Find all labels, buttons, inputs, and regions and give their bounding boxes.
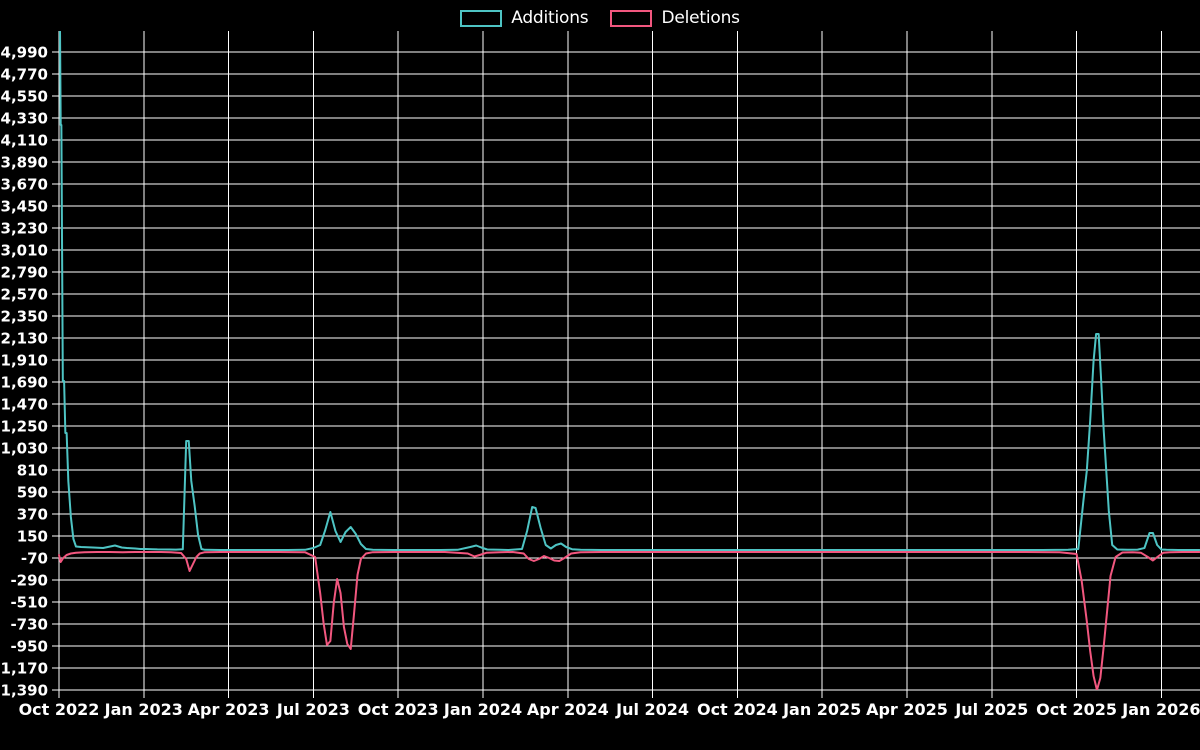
- x-axis-label: Jan 2025: [782, 700, 861, 719]
- y-axis-label: 590: [17, 484, 48, 502]
- series-line-deletions: [58, 551, 1200, 690]
- y-axis-label: 4,110: [1, 132, 48, 150]
- y-axis-label: -1,390: [0, 682, 48, 700]
- x-axis-tick-labels: Oct 2022 Jan 2023 Apr 2023 Jul 2023 Oct 2023…: [19, 700, 1200, 719]
- y-axis-label: 3,890: [1, 154, 48, 172]
- y-gridlines: [52, 51, 1200, 691]
- x-axis-label: Oct 2023: [358, 700, 439, 719]
- y-axis-label: -290: [10, 572, 48, 590]
- x-axis-label: Jul 2024: [615, 700, 689, 719]
- y-axis-label: 2,130: [1, 330, 48, 348]
- y-axis-label: 4,770: [1, 66, 48, 84]
- x-axis-label: Apr 2025: [866, 700, 948, 719]
- y-axis-label: 4,550: [1, 88, 48, 106]
- x-axis-label: Oct 2024: [697, 700, 778, 719]
- x-axis-label: Apr 2023: [188, 700, 270, 719]
- y-axis-label: 4,330: [1, 110, 48, 128]
- y-axis-label: 1,470: [1, 396, 48, 414]
- y-axis-label: -510: [10, 594, 48, 612]
- y-axis-label: -70: [21, 550, 48, 568]
- y-axis-label: -950: [10, 638, 48, 656]
- x-axis-label: Jul 2023: [276, 700, 350, 719]
- x-axis-label: Jan 2026: [1121, 700, 1200, 719]
- y-axis-label: 1,910: [1, 352, 48, 370]
- series-paths: [58, 31, 1200, 690]
- x-axis-label: Apr 2024: [527, 700, 609, 719]
- y-axis-label: 4,990: [1, 44, 48, 62]
- y-axis-label: -1,170: [0, 660, 48, 678]
- y-axis-label: 1,030: [1, 440, 48, 458]
- y-axis-label: 3,010: [1, 242, 48, 260]
- y-axis-label: 3,670: [1, 176, 48, 194]
- x-axis-label: Oct 2025: [1036, 700, 1117, 719]
- y-axis-label: 3,230: [1, 220, 48, 238]
- y-axis-label: 2,790: [1, 264, 48, 282]
- x-axis-label: Jan 2023: [104, 700, 183, 719]
- y-axis-label: 150: [17, 528, 48, 546]
- series-line-additions: [58, 31, 1200, 551]
- y-axis-label: -730: [10, 616, 48, 634]
- x-axis-label: Jul 2025: [954, 700, 1028, 719]
- y-axis-label: 3,450: [1, 198, 48, 216]
- y-axis-label: 810: [17, 462, 48, 480]
- y-axis-label: 370: [17, 506, 48, 524]
- y-axis-label: 1,690: [1, 374, 48, 392]
- y-axis-label: 1,250: [1, 418, 48, 436]
- x-axis-label: Oct 2022: [19, 700, 100, 719]
- x-axis-label: Jan 2024: [443, 700, 522, 719]
- y-axis-label: 2,570: [1, 286, 48, 304]
- y-axis-tick-labels: 4,990 4,770 4,550 4,330 4,110 3,890 3,670 3,450…: [0, 44, 48, 700]
- y-axis-label: 2,350: [1, 308, 48, 326]
- x-gridlines: [58, 31, 1162, 698]
